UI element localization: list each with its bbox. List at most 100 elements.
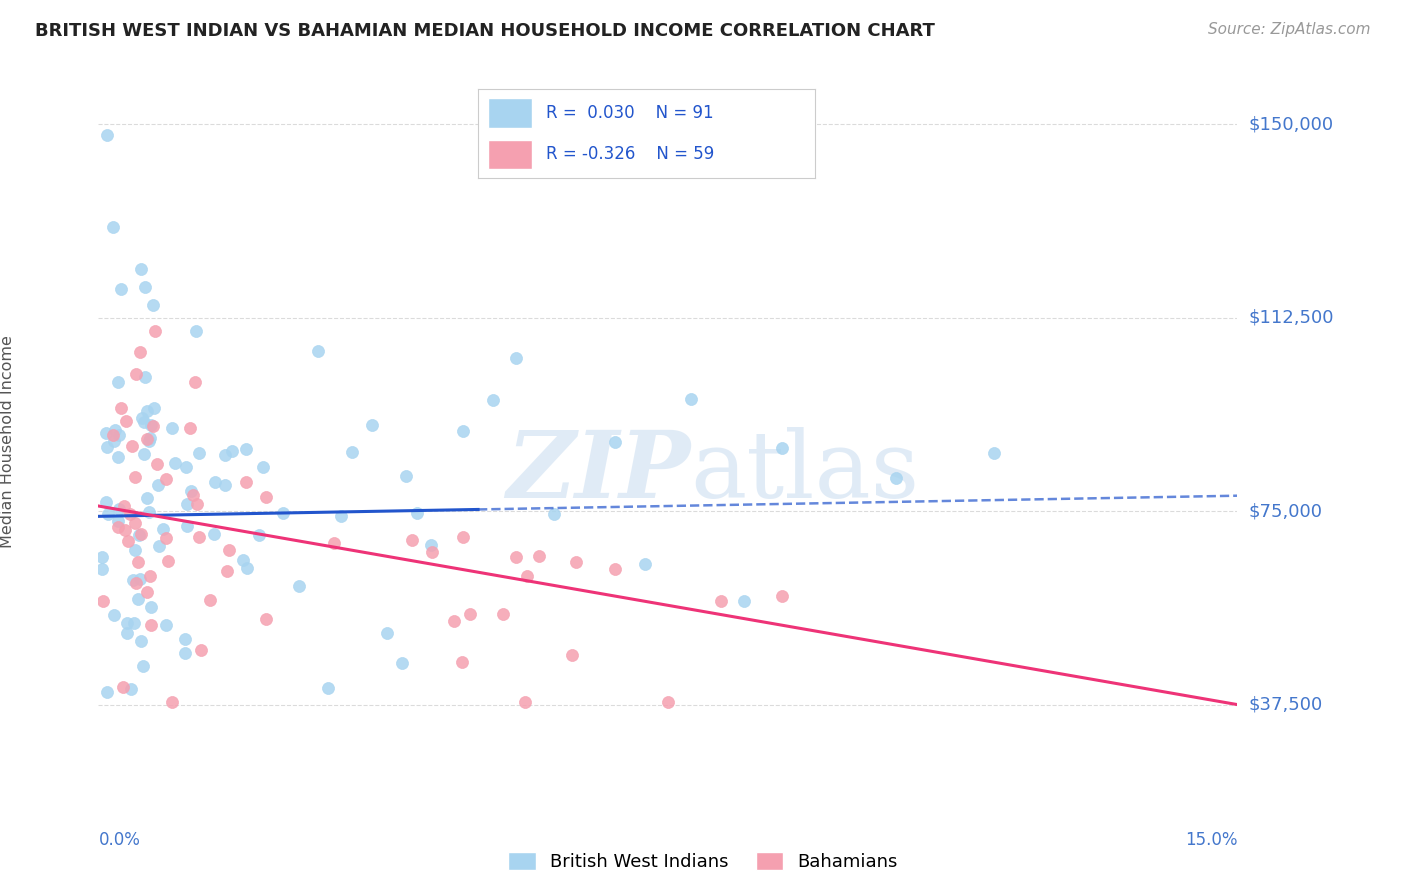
Point bbox=[460, 607, 482, 622]
Point bbox=[129, 261, 152, 276]
Point bbox=[125, 576, 148, 591]
Point bbox=[318, 681, 340, 695]
Point bbox=[135, 404, 157, 418]
Point bbox=[139, 618, 162, 632]
Point bbox=[163, 457, 186, 471]
Point bbox=[128, 572, 150, 586]
Point bbox=[181, 488, 204, 502]
Point bbox=[603, 562, 626, 576]
Point bbox=[330, 509, 353, 524]
Point bbox=[142, 298, 165, 312]
Point bbox=[214, 477, 236, 491]
Point bbox=[103, 427, 125, 442]
Point bbox=[420, 545, 443, 559]
Point bbox=[121, 573, 143, 587]
Point bbox=[111, 680, 134, 694]
Text: atlas: atlas bbox=[690, 427, 920, 516]
Text: R =  0.030    N = 91: R = 0.030 N = 91 bbox=[546, 104, 713, 122]
Point bbox=[884, 470, 907, 484]
Point bbox=[254, 612, 277, 626]
Point bbox=[217, 564, 239, 578]
Point bbox=[135, 491, 157, 505]
Point bbox=[96, 425, 118, 440]
Point bbox=[91, 594, 114, 608]
Point bbox=[129, 526, 152, 541]
Point bbox=[492, 607, 515, 621]
Point bbox=[187, 446, 209, 460]
Point bbox=[176, 497, 198, 511]
Point bbox=[505, 550, 527, 565]
Point bbox=[406, 506, 429, 520]
Point bbox=[108, 501, 131, 516]
Text: $37,500: $37,500 bbox=[1249, 696, 1323, 714]
Point bbox=[200, 593, 222, 607]
Point bbox=[135, 584, 157, 599]
Point bbox=[143, 401, 166, 415]
Point bbox=[128, 528, 150, 542]
Text: R = -0.326    N = 59: R = -0.326 N = 59 bbox=[546, 145, 714, 163]
Point bbox=[983, 445, 1005, 459]
Point bbox=[527, 549, 550, 563]
Point bbox=[124, 367, 146, 381]
Point bbox=[138, 434, 160, 448]
Point bbox=[361, 417, 384, 432]
Point bbox=[104, 423, 127, 437]
Point bbox=[204, 475, 226, 489]
Point bbox=[770, 589, 793, 603]
Point bbox=[451, 424, 474, 438]
Point bbox=[287, 578, 309, 592]
Point bbox=[174, 632, 197, 647]
Point bbox=[107, 514, 129, 528]
Point bbox=[139, 431, 162, 445]
Point bbox=[124, 469, 146, 483]
Point bbox=[115, 616, 138, 631]
Text: 0.0%: 0.0% bbox=[98, 831, 141, 849]
Point bbox=[160, 421, 183, 435]
Point bbox=[107, 376, 129, 390]
Point bbox=[375, 626, 398, 640]
Text: 15.0%: 15.0% bbox=[1185, 831, 1237, 849]
Point bbox=[155, 472, 177, 486]
Point bbox=[733, 593, 755, 607]
Point bbox=[249, 528, 271, 542]
Point bbox=[395, 468, 418, 483]
Point bbox=[679, 392, 702, 407]
Point bbox=[148, 539, 170, 553]
Point bbox=[391, 657, 413, 671]
Point bbox=[117, 534, 139, 549]
Text: Median Household Income: Median Household Income bbox=[0, 335, 15, 548]
Point bbox=[121, 439, 143, 453]
Point bbox=[142, 419, 165, 434]
Point bbox=[634, 557, 657, 571]
Point bbox=[134, 447, 156, 461]
Point bbox=[202, 526, 225, 541]
Point bbox=[139, 600, 162, 615]
Text: ZIP: ZIP bbox=[506, 427, 690, 516]
Point bbox=[505, 351, 527, 365]
Point bbox=[103, 607, 125, 622]
Point bbox=[271, 506, 294, 520]
Point bbox=[561, 648, 583, 662]
Point bbox=[184, 376, 207, 390]
Point bbox=[160, 695, 183, 709]
Point bbox=[96, 440, 118, 454]
Point bbox=[254, 490, 277, 504]
Point bbox=[96, 684, 118, 698]
Point bbox=[134, 280, 156, 294]
Point bbox=[139, 569, 162, 583]
Point bbox=[141, 418, 163, 433]
Point bbox=[307, 344, 329, 359]
Point bbox=[516, 569, 538, 583]
Text: BRITISH WEST INDIAN VS BAHAMIAN MEDIAN HOUSEHOLD INCOME CORRELATION CHART: BRITISH WEST INDIAN VS BAHAMIAN MEDIAN H… bbox=[35, 22, 935, 40]
Point bbox=[342, 445, 364, 459]
Point bbox=[252, 460, 274, 475]
Legend: British West Indians, Bahamians: British West Indians, Bahamians bbox=[502, 845, 904, 879]
Point bbox=[103, 434, 125, 448]
Point bbox=[103, 220, 125, 235]
Point bbox=[94, 494, 117, 508]
Bar bbox=[488, 140, 531, 169]
Point bbox=[174, 460, 197, 475]
Point bbox=[115, 626, 138, 640]
Point bbox=[148, 477, 170, 491]
Point bbox=[187, 530, 209, 544]
